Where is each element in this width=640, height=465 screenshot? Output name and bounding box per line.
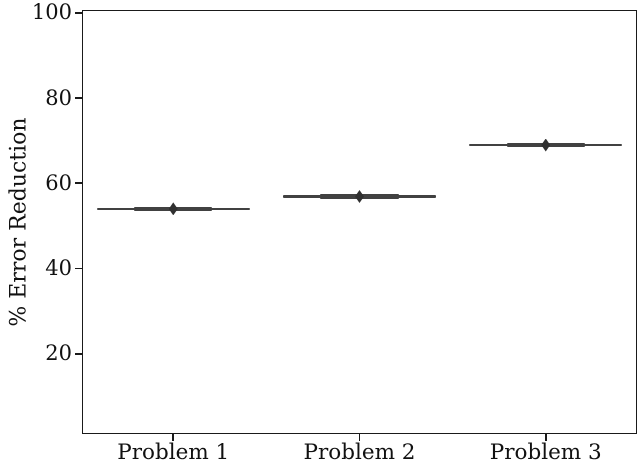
plot-area (82, 10, 637, 434)
x-category-label: Problem 1 (117, 440, 230, 465)
mean-diamond-marker (541, 138, 551, 152)
y-tick-label: 100 (31, 0, 72, 25)
y-tick-label: 80 (45, 85, 72, 110)
x-category-label: Problem 2 (303, 440, 416, 465)
y-tick-mark (75, 97, 82, 100)
x-category-label: Problem 3 (489, 440, 602, 465)
y-tick-mark (75, 352, 82, 355)
mean-diamond-marker (355, 190, 364, 204)
y-tick-mark (75, 12, 82, 14)
y-axis-label: % Error Reduction (6, 117, 32, 327)
y-tick-mark (75, 267, 82, 270)
x-tick-mark (172, 434, 175, 441)
y-tick-label: 20 (45, 341, 72, 366)
x-tick-mark (358, 434, 361, 441)
x-tick-mark (544, 434, 547, 441)
y-tick-label: 60 (45, 170, 72, 195)
y-tick-label: 40 (45, 256, 72, 281)
mean-diamond-marker (168, 202, 178, 216)
y-tick-mark (75, 182, 82, 185)
